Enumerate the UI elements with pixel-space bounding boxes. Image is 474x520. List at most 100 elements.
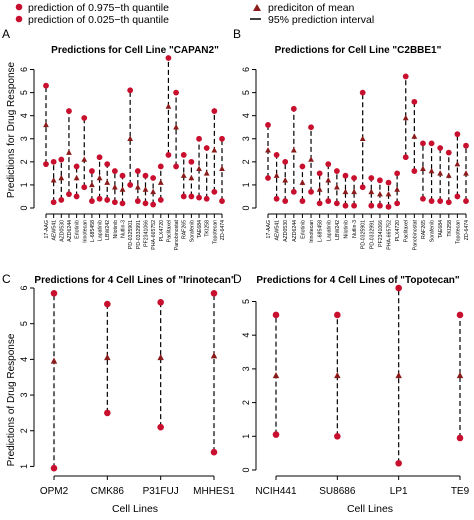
panel-b-x-tick-label: Nutlin-3 <box>352 220 358 238</box>
panel-a-x-tick-label: LBW242 <box>105 220 111 240</box>
panel-d-y-tick-label: 2 <box>241 400 251 405</box>
panel-c-x-tick-label: OPM2 <box>40 486 69 497</box>
panel-b-mean-point <box>273 172 280 178</box>
panel-c-lower-point <box>157 423 164 431</box>
panel-d-lower-point <box>334 432 341 440</box>
panel-b-upper-point <box>394 170 401 177</box>
panel-a-upper-point <box>119 172 126 179</box>
panel-a-mean-point <box>96 174 103 181</box>
panel-a-upper-point <box>180 152 187 158</box>
panel-c-upper-point <box>157 298 164 306</box>
panel-d-title: Predictions for 4 Cell Lines of "Topotec… <box>256 275 459 286</box>
panel-b-x-tick-label: LBW242 <box>335 220 341 240</box>
panel-d-y-tick-label: 3 <box>241 366 251 371</box>
panel-d-upper-point <box>395 284 402 292</box>
panel-b-upper-point <box>273 152 280 158</box>
panel-b-lower-point <box>463 198 469 204</box>
panel-a-x-tick-label: RAF265 <box>182 220 188 239</box>
panel-a-mean-point <box>150 188 157 195</box>
panel-b-lower-point <box>445 199 452 206</box>
panel-b-x-tick-label: Nilotinib <box>343 220 349 239</box>
panel-a-y-tick-label: 0 <box>19 205 29 210</box>
panel-b-x-tick-label: Paclitaxel <box>404 220 410 242</box>
panel-a-upper-point <box>196 135 202 142</box>
panel-a-x-tick-label: AZD6244 <box>67 220 73 242</box>
panel-a-upper-point <box>50 158 57 165</box>
panel-a-lower-point <box>89 198 95 204</box>
legend-lower-label: prediction of 0.025−th quantile <box>28 14 169 26</box>
panel-c-y-tick-label: 4 <box>19 357 29 362</box>
panel-b-mean-point <box>437 170 444 176</box>
panel-a-y-tick-label: 3 <box>19 136 29 141</box>
panel-a-upper-point <box>89 168 95 174</box>
panel-a-x-tick-label: Topotecan <box>212 220 218 244</box>
panel-a-x-tick-label: TKI258 <box>205 220 211 237</box>
legend-upper-marker <box>15 3 23 11</box>
panel-c-y-tick-label: 2 <box>19 428 29 433</box>
panel-a-mean-point <box>50 177 57 183</box>
panel-c-y-tick-label: 3 <box>19 393 29 398</box>
panel-a-mean-point <box>165 103 172 109</box>
panel-a-lower-point <box>50 199 57 206</box>
panel-a-upper-point <box>96 154 103 161</box>
panel-b-y-tick-label: 6 <box>241 67 251 72</box>
panel-a-y-tick-label: 5 <box>19 90 29 95</box>
panel-b-upper-point <box>282 158 289 165</box>
legend-mean-marker <box>253 4 261 11</box>
panel-b-lower-point <box>299 198 306 204</box>
panel-b-x-tick-label: Erlotinib <box>300 220 306 239</box>
panel-c-mean-point <box>210 352 218 359</box>
panel-a-upper-point <box>157 163 164 170</box>
panel-a-x-tick-label: PF2341066 <box>143 220 149 247</box>
panel-b-upper-point <box>308 124 314 131</box>
legend-mean-label: prediciton of mean <box>268 2 355 14</box>
panel-b-upper-point <box>290 105 297 112</box>
panel-b-mean-point <box>402 114 409 121</box>
panel-a-mean-point <box>81 156 88 162</box>
panel-b-mean-point <box>377 190 383 197</box>
panel-d-upper-point <box>272 311 280 319</box>
panel-b-upper-point <box>351 175 357 181</box>
panel-b-lower-point <box>282 198 289 204</box>
panel-d-x-tick-label: LP1 <box>390 486 408 497</box>
panel-c-x-tick-label: P31FUJ <box>143 486 179 497</box>
panel-c-title: Predictions for 4 Cell Lines of "Irinote… <box>34 275 235 286</box>
panel-d-x-tick-label: TE9 <box>451 486 470 497</box>
panel-a-x-tick-label: 17-AAG <box>44 220 50 238</box>
panel-a-upper-point <box>43 82 49 89</box>
panel-a-upper-point <box>66 108 72 114</box>
panel-d-y-tick-label: 1 <box>241 434 251 439</box>
panel-a-lower-point <box>111 199 118 206</box>
panel-c-lower-point <box>104 409 111 417</box>
panel-a-lower-point <box>173 163 179 170</box>
panel-c-xlabel: Cell Lines <box>112 503 158 515</box>
panel-d-x-tick-label: NCIH441 <box>255 486 297 497</box>
panel-c-mean-point <box>157 353 164 361</box>
panel-b-mean-point <box>308 156 314 162</box>
legend: prediction of 0.975−th quantile predicti… <box>15 2 374 26</box>
panel-b-y-tick-label: 2 <box>241 159 251 164</box>
panel-b-lower-point <box>333 200 340 207</box>
panel-a-mean-point <box>203 170 210 176</box>
panel-a-mean-point <box>188 174 195 181</box>
legend-interval-label: 95% prediction interval <box>268 14 374 26</box>
panel-b-x-tick-label: PLX4720 <box>395 220 401 241</box>
panel-a-x-tick-label: Sorafenib <box>189 220 195 242</box>
panel-a-x-tick-label: Erlotinib <box>75 220 81 239</box>
panel-b-mean-point <box>368 188 375 195</box>
panel-a-y-tick-label: 6 <box>19 67 29 72</box>
panel-a-x-tick-label: PD-0332991 <box>136 220 142 249</box>
panel-b-letter: B <box>233 27 241 41</box>
panel-a-upper-point <box>173 89 179 96</box>
panel-c-upper-point <box>50 290 58 297</box>
legend-upper-label: prediction of 0.975−th quantile <box>28 2 169 14</box>
panel-b-x-tick-label: PD-0332991 <box>369 220 375 249</box>
panel-a-mean-point <box>119 186 126 192</box>
panel-c-x-tick-label: CMK86 <box>91 486 125 497</box>
panel-b-lower-point <box>385 203 392 210</box>
panel-b-upper-point <box>265 122 271 128</box>
panel-b-upper-point <box>377 177 383 184</box>
panel-b-y-tick-label: 3 <box>241 136 251 141</box>
panel-c-ylabel: Predictions of Drug Response <box>6 333 17 466</box>
panel-a-upper-point <box>134 168 141 174</box>
